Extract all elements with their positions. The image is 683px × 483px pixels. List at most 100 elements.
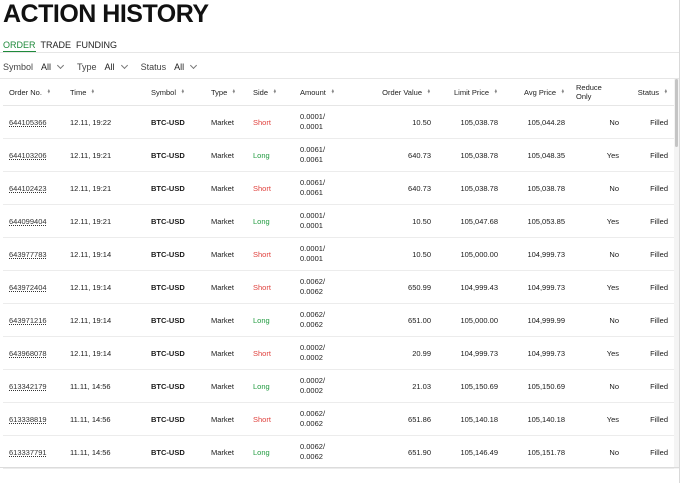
order-no-column-cell: 644103206 — [9, 139, 65, 171]
avg-price-column-cell: 105,140.18 — [506, 403, 565, 435]
column-header-label: Status — [637, 87, 659, 97]
column-header-type[interactable]: Type ▲ ▼ — [211, 79, 249, 105]
order-no-column-cell: 643977783 — [9, 238, 65, 270]
time-column-cell: 12.11, 19:14 — [70, 271, 142, 303]
table-row[interactable]: 644099404 12.11, 19:21 BTC-USD Market Long 0.… — [3, 205, 674, 238]
table-row[interactable]: 643972404 12.11, 19:14 BTC-USD Market Short 0… — [3, 271, 674, 304]
sort-icon[interactable]: ▲ ▼ — [180, 88, 185, 95]
type-filter[interactable]: Type All — [77, 61, 128, 72]
table-row[interactable]: 644103206 12.11, 19:21 BTC-USD Market Long 0.… — [3, 139, 674, 172]
order-value-cell: 20.99 — [412, 348, 431, 358]
reduce-only-column-cell: Yes — [576, 205, 619, 237]
table-row[interactable]: 644105366 12.11, 19:22 BTC-USD Market Short 0… — [3, 106, 674, 139]
column-header-avg-price[interactable]: Avg Price ▲ ▼ — [506, 79, 565, 105]
table-row[interactable]: 643968078 12.11, 19:14 BTC-USD Market Short 0… — [3, 337, 674, 370]
table-row[interactable]: 644102423 12.11, 19:21 BTC-USD Market Short 0… — [3, 172, 674, 205]
table-row[interactable]: 643971216 12.11, 19:14 BTC-USD Market Long 0.… — [3, 304, 674, 337]
symbol-filter-label: Symbol — [3, 62, 34, 72]
symbol-cell: BTC-USD — [151, 216, 185, 226]
reduce-only-cell: Yes — [606, 150, 619, 160]
type-cell: Market — [211, 282, 234, 292]
order-no-cell[interactable]: 613337791 — [9, 447, 47, 457]
sort-icon[interactable]: ▲ ▼ — [493, 88, 498, 95]
chevron-down-icon[interactable] — [190, 61, 198, 70]
type-cell: Market — [211, 348, 234, 358]
sort-icon[interactable]: ▲ ▼ — [272, 88, 277, 95]
reduce-only-column-cell: Yes — [576, 337, 619, 369]
type-column-cell: Market — [211, 271, 249, 303]
symbol-filter-value[interactable]: All — [41, 62, 52, 72]
symbol-cell: BTC-USD — [151, 249, 185, 259]
time-cell: 12.11, 19:22 — [70, 117, 112, 127]
limit-price-cell: 105,047.68 — [460, 216, 498, 226]
symbol-filter[interactable]: Symbol All — [3, 61, 65, 72]
table-row[interactable]: 643977783 12.11, 19:14 BTC-USD Market Short 0… — [3, 238, 674, 271]
symbol-cell: BTC-USD — [151, 447, 185, 457]
table-scrollbar[interactable] — [674, 79, 679, 469]
status-column-cell: Filled — [630, 436, 668, 468]
column-header-symbol[interactable]: Symbol ▲ ▼ — [151, 79, 206, 105]
side-column-cell: Short — [253, 271, 293, 303]
symbol-column-cell: BTC-USD — [151, 238, 206, 270]
chevron-down-icon[interactable] — [120, 61, 128, 70]
order-no-cell[interactable]: 644102423 — [9, 183, 47, 193]
column-header-order-no[interactable]: Order No. ▲ ▼ — [9, 79, 65, 105]
sort-icon[interactable]: ▲ ▼ — [426, 88, 431, 95]
table-row[interactable]: 613342179 11.11, 14:56 BTC-USD Market Long 0.… — [3, 370, 674, 403]
avg-price-cell: 105,044.28 — [527, 117, 565, 127]
side-column-cell: Short — [253, 172, 293, 204]
type-column-cell: Market — [211, 304, 249, 336]
amount-column-cell: 0.0062/ 0.0062 — [300, 304, 360, 336]
order-no-cell[interactable]: 643968078 — [9, 348, 47, 358]
column-header-side[interactable]: Side ▲ ▼ — [253, 79, 293, 105]
status-filter-value[interactable]: All — [174, 62, 185, 72]
amount-column-cell: 0.0061/ 0.0061 — [300, 172, 360, 204]
order-no-cell[interactable]: 644105366 — [9, 117, 47, 127]
reduce-only-cell: No — [609, 447, 619, 457]
sort-icon[interactable]: ▲ ▼ — [330, 88, 335, 95]
tab-funding[interactable]: FUNDING — [76, 40, 118, 50]
symbol-column-cell: BTC-USD — [151, 436, 206, 468]
order-no-cell[interactable]: 643972404 — [9, 282, 47, 292]
sort-icon[interactable]: ▲ ▼ — [91, 88, 96, 95]
order-no-cell[interactable]: 643971216 — [9, 315, 47, 325]
limit-price-column-cell: 105,000.00 — [439, 304, 498, 336]
limit-price-cell: 105,038.78 — [460, 150, 498, 160]
time-column-cell: 12.11, 19:22 — [70, 106, 142, 138]
chevron-down-icon[interactable] — [56, 61, 65, 70]
column-header-label: Order No. — [9, 87, 42, 97]
column-header-label: Type — [211, 87, 228, 97]
sort-icon[interactable]: ▲ ▼ — [46, 88, 51, 95]
limit-price-column-cell: 105,038.78 — [439, 106, 498, 138]
order-no-cell[interactable]: 643977783 — [9, 249, 47, 259]
order-no-cell[interactable]: 613338819 — [9, 414, 47, 424]
table-row[interactable]: 613337791 11.11, 14:56 BTC-USD Market Long 0.… — [3, 436, 674, 469]
column-header-label: Order Value — [382, 87, 422, 97]
tab-order[interactable]: ORDER — [3, 40, 36, 52]
column-header-status[interactable]: Status ▲ ▼ — [630, 79, 668, 105]
order-no-cell[interactable]: 644103206 — [9, 150, 47, 160]
column-header-limit-price[interactable]: Limit Price ▲ ▼ — [439, 79, 498, 105]
column-header-amount[interactable]: Amount ▲ ▼ — [300, 79, 360, 105]
filter-bar: Symbol All Type All Status All — [3, 60, 210, 74]
order-value-column-cell: 21.03 — [366, 370, 431, 402]
column-header-order-value[interactable]: Order Value ▲ ▼ — [366, 79, 431, 105]
scrollbar-thumb[interactable] — [675, 79, 678, 147]
tab-trade[interactable]: TRADE — [40, 40, 72, 50]
sort-icon[interactable]: ▲ ▼ — [663, 88, 668, 95]
column-header-label: Side — [253, 87, 269, 97]
table-row[interactable]: 613338819 11.11, 14:56 BTC-USD Market Short 0… — [3, 403, 674, 436]
sort-icon[interactable]: ▲ ▼ — [232, 88, 237, 95]
order-no-cell[interactable]: 644099404 — [9, 216, 47, 226]
order-no-cell[interactable]: 613342179 — [9, 381, 47, 391]
amount-cell: 0.0062/ 0.0062 — [300, 310, 326, 329]
order-value-column-cell: 10.50 — [366, 205, 431, 237]
column-header-time[interactable]: Time ▲ ▼ — [70, 79, 142, 105]
type-filter-value[interactable]: All — [104, 62, 115, 72]
avg-price-cell: 104,999.73 — [527, 282, 565, 292]
status-filter[interactable]: Status All — [141, 61, 198, 72]
sort-icon[interactable]: ▲ ▼ — [560, 88, 565, 95]
status-column-cell: Filled — [630, 106, 668, 138]
amount-column-cell: 0.0001/ 0.0001 — [300, 205, 360, 237]
status-cell: Filled — [650, 117, 668, 127]
